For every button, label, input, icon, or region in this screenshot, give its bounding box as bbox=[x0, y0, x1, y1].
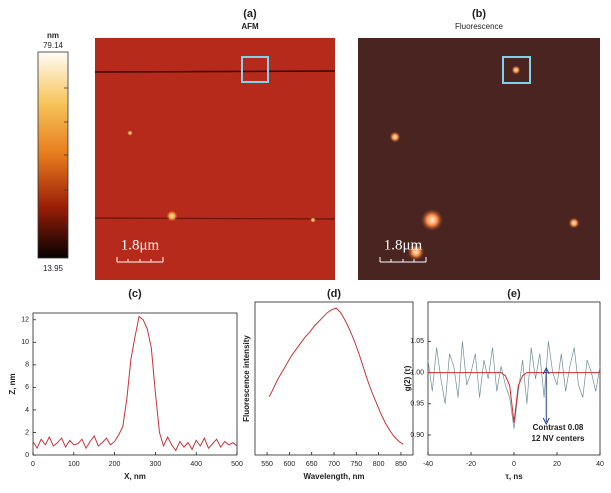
y-tick-label: 12 bbox=[21, 317, 29, 324]
panel-title: AFM bbox=[241, 22, 259, 31]
selection-box bbox=[241, 56, 269, 83]
x-tick-label: 800 bbox=[373, 461, 385, 468]
y-tick-label: 4 bbox=[25, 407, 29, 414]
y-tick-label: 8 bbox=[25, 362, 29, 369]
x-tick-label: 400 bbox=[190, 461, 202, 468]
selection-box bbox=[502, 56, 531, 84]
spot bbox=[511, 65, 521, 75]
x-tick-label: 200 bbox=[109, 461, 121, 468]
afm-image bbox=[95, 38, 335, 280]
spot bbox=[127, 130, 133, 136]
colorbar-min: 13.95 bbox=[43, 264, 64, 273]
y-tick-label: 0.90 bbox=[410, 432, 424, 439]
y-tick-label: 10 bbox=[21, 339, 29, 346]
x-tick-label: 0 bbox=[512, 461, 516, 468]
panel-label: (b) bbox=[472, 8, 486, 20]
spot bbox=[389, 131, 401, 143]
x-tick-label: -40 bbox=[423, 461, 433, 468]
panel-title: Fluorescence bbox=[455, 22, 504, 31]
panel-label: (e) bbox=[507, 288, 521, 300]
y-tick-label: 0 bbox=[25, 452, 29, 459]
data-line bbox=[427, 341, 601, 429]
data-line bbox=[268, 307, 404, 445]
y-axis-label: g(2) (τ) bbox=[403, 365, 412, 391]
data-line bbox=[428, 372, 600, 423]
x-tick-label: 300 bbox=[150, 461, 162, 468]
scale-label: 1.8μm bbox=[384, 237, 423, 253]
spot bbox=[310, 217, 316, 223]
x-axis-label: τ, ns bbox=[505, 472, 523, 481]
y-tick-label: 0.95 bbox=[410, 401, 424, 408]
spot bbox=[407, 243, 425, 261]
x-tick-label: 100 bbox=[68, 461, 80, 468]
x-tick-label: 0 bbox=[31, 461, 35, 468]
x-tick-label: 600 bbox=[284, 461, 296, 468]
x-tick-label: 700 bbox=[328, 461, 340, 468]
x-tick-label: 750 bbox=[350, 461, 362, 468]
colorbar-max: 79.14 bbox=[43, 41, 64, 50]
x-axis-label: Wavelength, nm bbox=[303, 472, 364, 481]
x-tick-label: 20 bbox=[553, 461, 561, 468]
fluorescence-image bbox=[358, 38, 600, 280]
plot-frame bbox=[32, 312, 238, 456]
fluorescence-panel: (b) Fluorescence 1.8μm bbox=[358, 8, 600, 280]
colorbar-unit: nm bbox=[47, 31, 59, 40]
y-axis-label: Z, nm bbox=[8, 373, 17, 394]
colorbar: nm 79.14 13.95 bbox=[37, 31, 69, 273]
y-tick-label: 1.00 bbox=[410, 369, 424, 376]
scan-line bbox=[94, 217, 336, 220]
y-axis-label: Fluorescence intensity bbox=[242, 335, 251, 422]
panel-label: (d) bbox=[327, 288, 341, 300]
x-tick-label: -20 bbox=[466, 461, 476, 468]
scale-bar bbox=[116, 257, 164, 263]
x-tick-label: 40 bbox=[596, 461, 604, 468]
colorbar-gradient bbox=[37, 51, 69, 259]
afm-panel: (a) AFM 1.8μm bbox=[94, 8, 336, 280]
x-tick-label: 550 bbox=[261, 461, 273, 468]
panel-label: (a) bbox=[243, 8, 257, 20]
y-tick-label: 6 bbox=[25, 384, 29, 391]
panel-label: (c) bbox=[128, 288, 142, 300]
x-tick-label: 850 bbox=[395, 461, 407, 468]
annotation: Contrast 0.08 bbox=[533, 423, 584, 432]
scale-bar bbox=[379, 257, 427, 263]
y-tick-label: 1.05 bbox=[410, 338, 424, 345]
scale-label: 1.8μm bbox=[121, 237, 160, 253]
annotation: 12 NV centers bbox=[532, 434, 585, 443]
y-tick-label: 2 bbox=[25, 429, 29, 436]
x-tick-label: 650 bbox=[306, 461, 318, 468]
scan-line bbox=[94, 70, 336, 73]
x-axis-label: X, nm bbox=[124, 472, 146, 481]
x-tick-label: 500 bbox=[231, 461, 243, 468]
spot bbox=[420, 208, 444, 232]
colorbar-ticks bbox=[64, 87, 68, 225]
data-line bbox=[32, 315, 238, 452]
spot bbox=[166, 210, 178, 222]
arrow-head bbox=[542, 366, 550, 426]
spot bbox=[568, 217, 580, 229]
